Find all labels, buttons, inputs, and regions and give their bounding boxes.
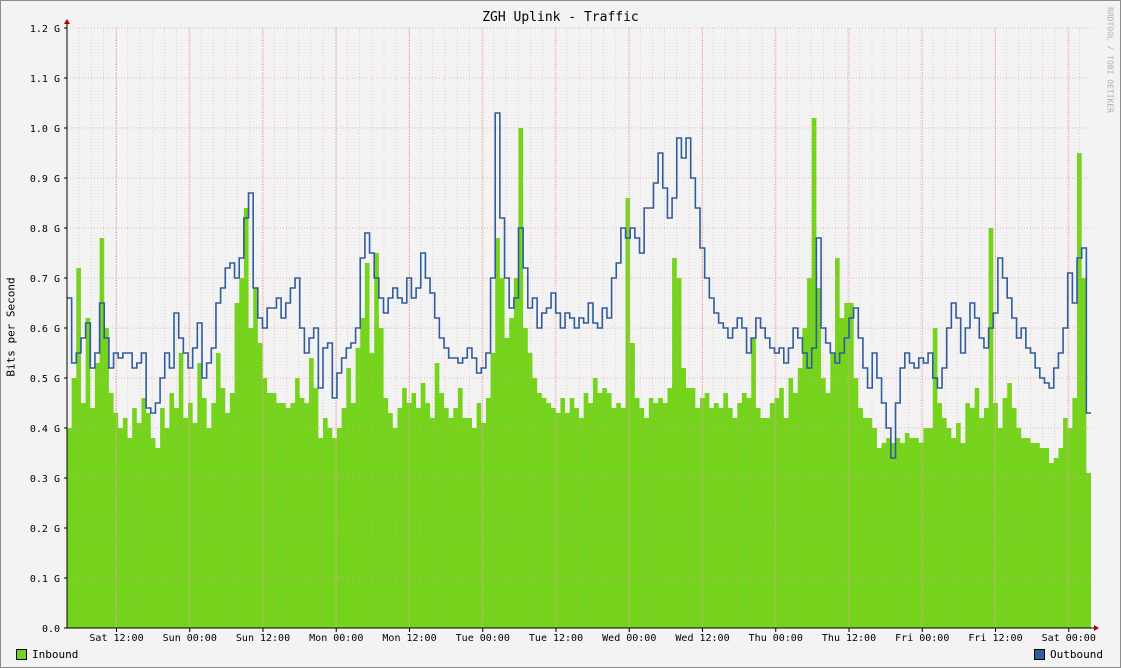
tick-labels-group: 0.0 0.1 G 0.2 G 0.3 G 0.4 G 0.5 G 0.6 G 0.7 G 0.… (30, 24, 1096, 644)
outbound-line-group (67, 112, 1091, 459)
y-tick-label: 0.5 G (30, 374, 60, 385)
y-tick-label: 0.2 G (30, 524, 60, 535)
legend-inbound-label: Inbound (32, 648, 79, 661)
legend-outbound-label: Outbound (1050, 648, 1103, 661)
x-tick-label: Thu 00:00 (749, 633, 803, 644)
x-tick-label: Fri 00:00 (895, 633, 949, 644)
y-tick-label: 0.8 G (30, 224, 60, 235)
y-axis-arrow (64, 19, 70, 24)
legend-outbound: Outbound (1034, 648, 1103, 661)
y-tick-label: 1.0 G (30, 124, 60, 135)
x-tick-label: Thu 12:00 (822, 633, 876, 644)
axes-group (64, 19, 1099, 632)
x-tick-label: Wed 00:00 (602, 633, 656, 644)
x-tick-label: Sat 00:00 (1042, 633, 1096, 644)
x-tick-label: Mon 00:00 (309, 633, 363, 644)
x-tick-label: Sat 12:00 (89, 633, 143, 644)
y-tick-label: 0.1 G (30, 574, 60, 585)
y-tick-label: 0.3 G (30, 474, 60, 485)
y-tick-label: 0.0 (42, 624, 60, 635)
inbound-area (67, 118, 1091, 628)
x-tick-label: Sun 12:00 (236, 633, 290, 644)
legend-inbound: Inbound (16, 648, 78, 661)
y-tick-label: 1.2 G (30, 24, 60, 35)
inbound-swatch (16, 649, 27, 660)
x-tick-label: Mon 12:00 (382, 633, 436, 644)
x-tick-label: Sun 00:00 (163, 633, 217, 644)
y-tick-label: 0.4 G (30, 424, 60, 435)
chart-title: ZGH Uplink - Traffic (482, 10, 639, 25)
y-tick-label: 1.1 G (30, 74, 60, 85)
y-tick-label: 0.7 G (30, 274, 60, 285)
x-tick-label: Wed 12:00 (675, 633, 729, 644)
outbound-line (67, 112, 1091, 459)
y-tick-label: 0.9 G (30, 174, 60, 185)
grid-group (67, 27, 1091, 628)
outbound-swatch (1034, 649, 1045, 660)
inbound-area-group (67, 118, 1091, 628)
y-tick-label: 0.6 G (30, 324, 60, 335)
x-tick-label: Fri 12:00 (968, 633, 1022, 644)
x-axis-arrow (1094, 625, 1099, 631)
x-tick-label: Tue 12:00 (529, 633, 583, 644)
x-tick-label: Tue 00:00 (456, 633, 510, 644)
